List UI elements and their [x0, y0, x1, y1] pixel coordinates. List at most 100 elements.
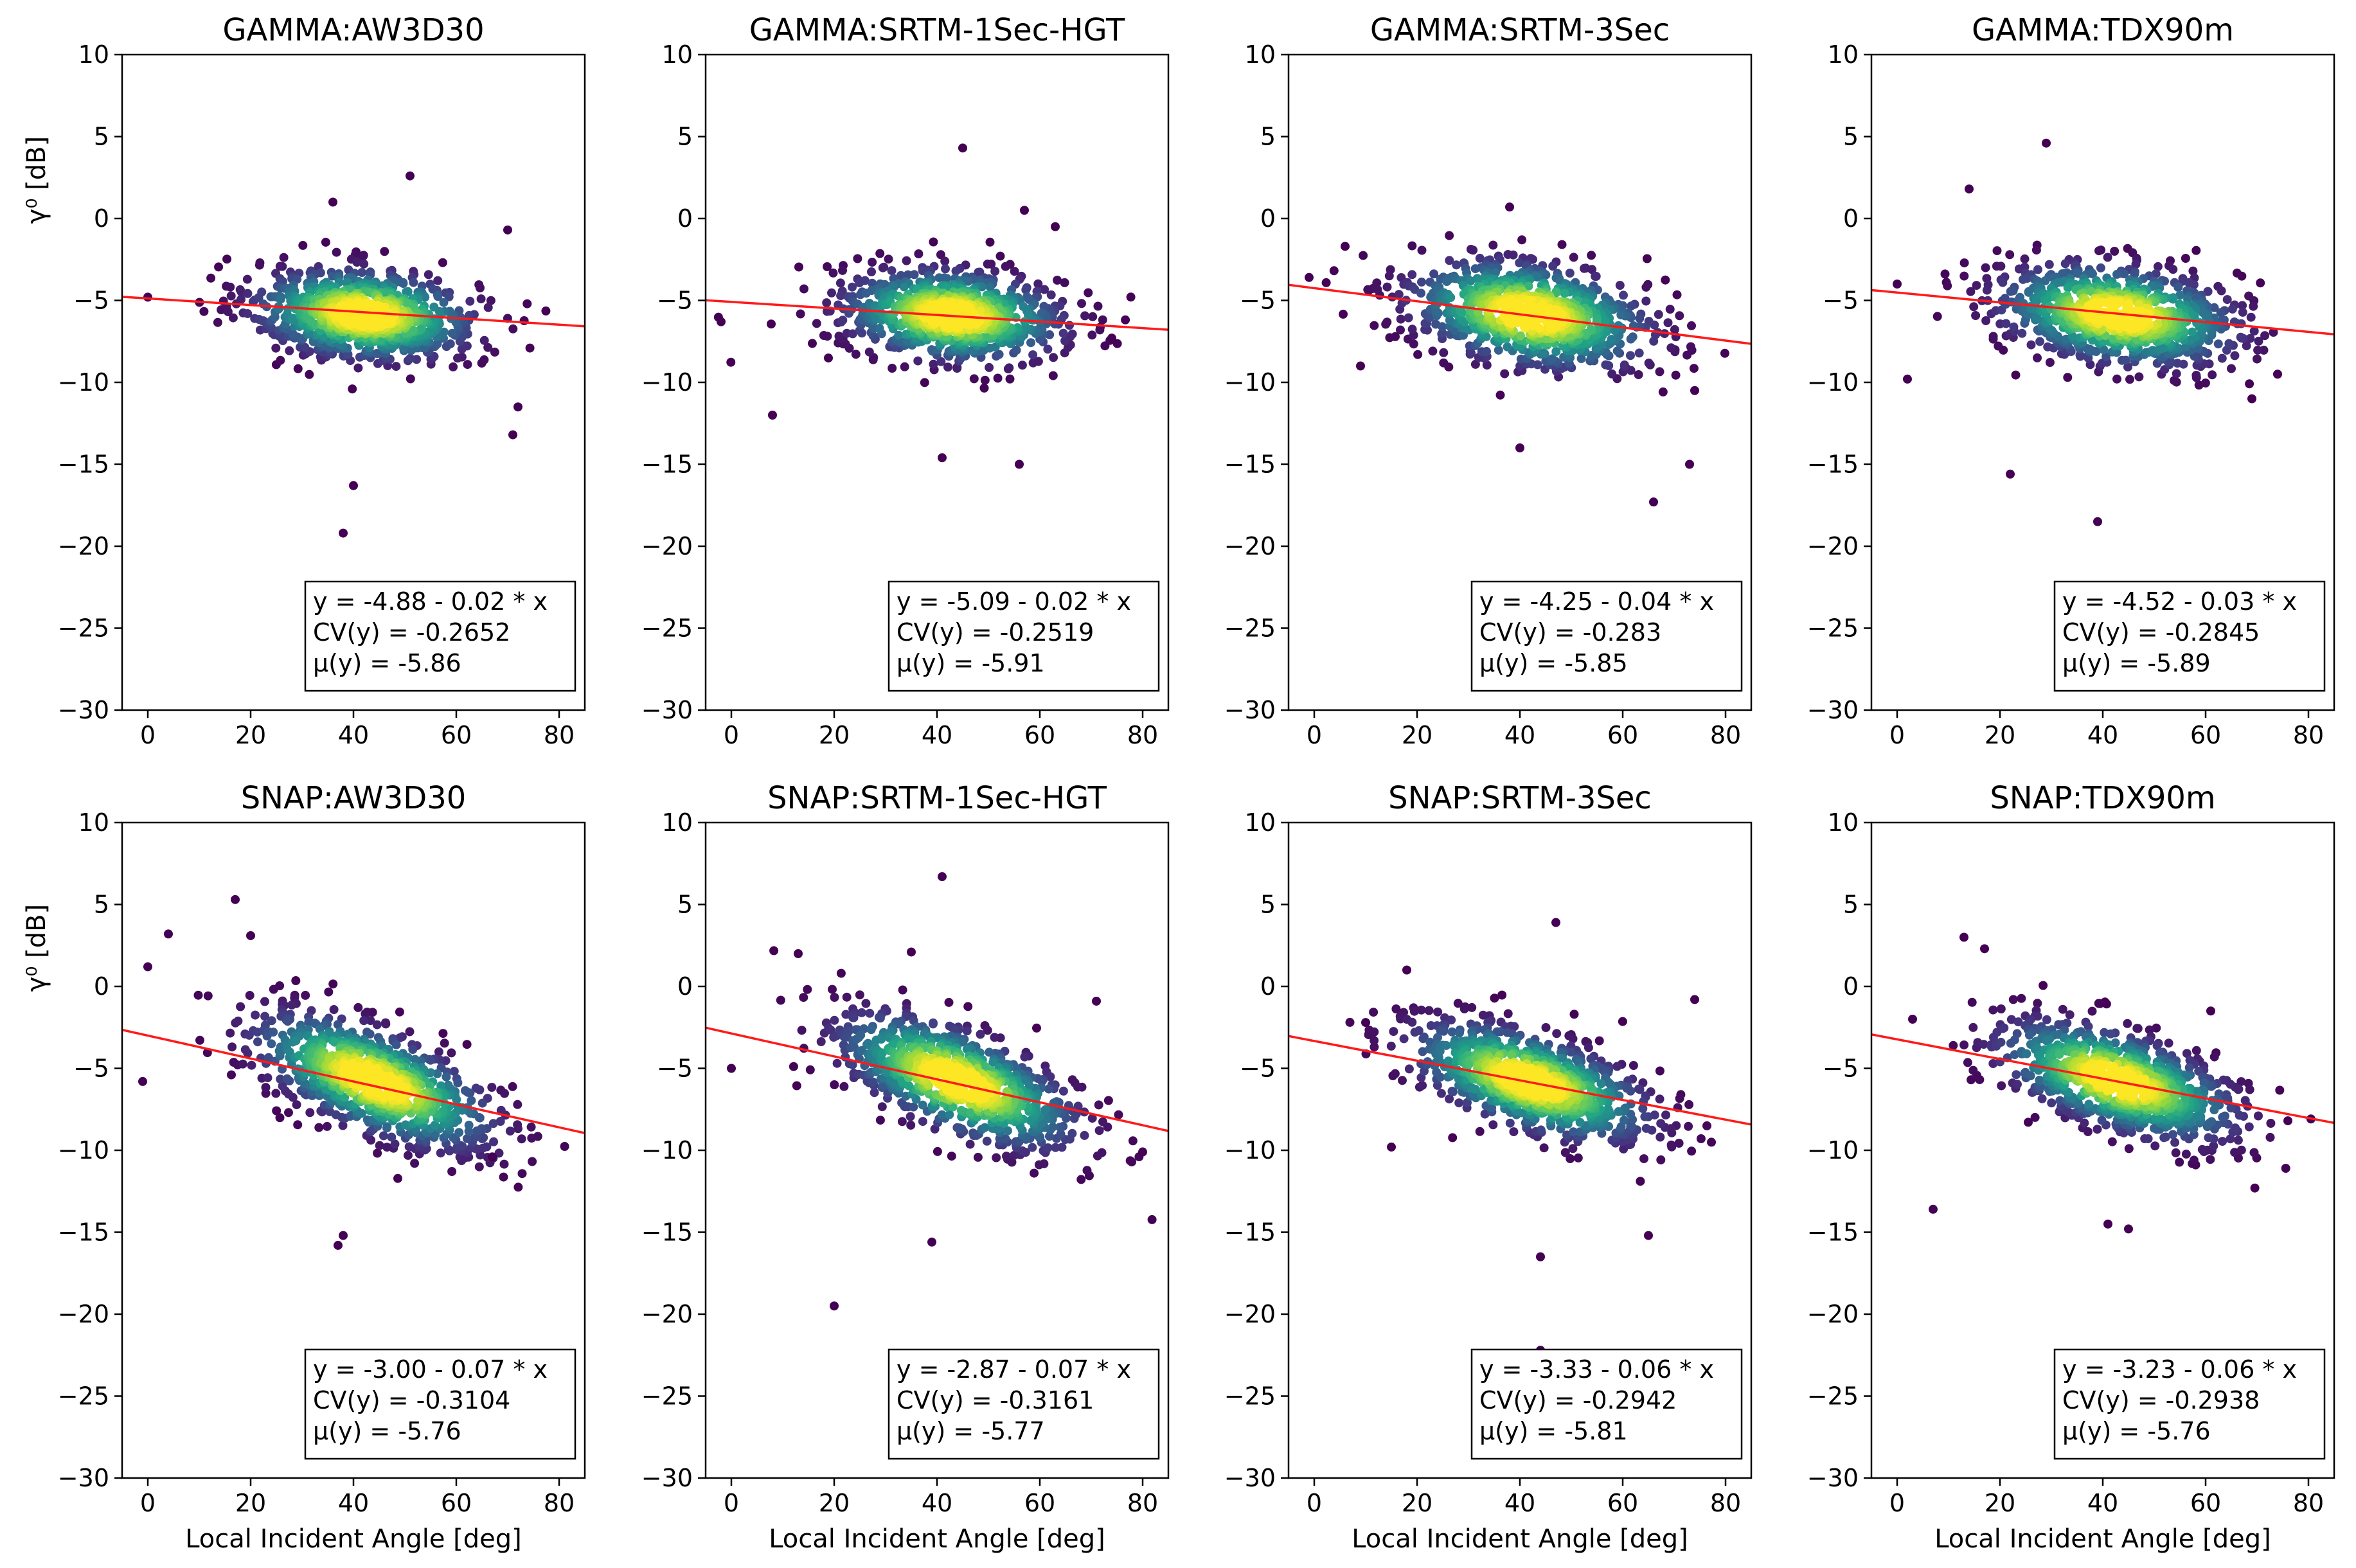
outlier-point	[508, 430, 517, 440]
scatter-point	[278, 262, 287, 271]
scatter-point	[878, 263, 888, 272]
scatter-point	[985, 282, 995, 292]
y-tick-label: −20	[1807, 532, 1859, 560]
scatter-point	[1046, 290, 1056, 299]
scatter-point	[499, 1172, 508, 1182]
scatter-point	[404, 1142, 414, 1152]
scatter-point	[247, 1060, 256, 1070]
scatter-point	[401, 1120, 410, 1130]
scatter-point	[1001, 262, 1010, 271]
scatter-point	[276, 1074, 285, 1084]
scatter-point	[1048, 1122, 1058, 1132]
scatter-point	[2153, 262, 2163, 271]
scatter-points	[727, 872, 1157, 1311]
scatter-point	[391, 1040, 401, 1049]
scatter-point	[305, 370, 314, 379]
y-tick-label: 5	[94, 891, 109, 919]
scatter-point	[2131, 260, 2141, 269]
scatter-point	[933, 1146, 942, 1156]
scatter-point	[1981, 263, 1990, 272]
y-tick-label: 0	[1843, 204, 1859, 233]
y-tick-label: −30	[58, 696, 109, 724]
scatter-point	[799, 284, 808, 294]
scatter-point	[2168, 294, 2178, 304]
scatter-point	[1445, 256, 1454, 265]
scatter-point	[1051, 1143, 1060, 1152]
scatter-point	[1576, 354, 1586, 363]
scatter-point	[897, 1098, 907, 1107]
scatter-point	[2203, 287, 2213, 296]
scatter-point	[900, 362, 909, 371]
scatter-point	[857, 1008, 866, 1017]
scatter-point	[496, 1085, 506, 1095]
plot-title: SNAP:SRTM-1Sec-HGT	[767, 780, 1107, 816]
regression-line	[122, 1028, 585, 1134]
scatter-point	[2200, 379, 2210, 388]
scatter-point	[449, 1067, 459, 1076]
scatter-point	[1580, 263, 1589, 273]
scatter-point	[2238, 307, 2247, 317]
scatter-point	[796, 309, 805, 319]
scatter-point	[1468, 245, 1478, 255]
scatter-point	[914, 249, 924, 258]
scatter-point	[1087, 1114, 1097, 1123]
scatter-point	[1417, 277, 1426, 287]
scatter-point	[903, 270, 913, 280]
outlier-point	[503, 225, 512, 235]
scatter-point	[906, 1112, 915, 1121]
scatter-point	[2148, 346, 2157, 355]
y-tick-label: 0	[1260, 204, 1276, 233]
scatter-point	[1672, 290, 1682, 299]
scatter-point	[827, 288, 836, 298]
outlier-point	[1690, 386, 1699, 395]
plot-title: GAMMA:SRTM-1Sec-HGT	[749, 12, 1125, 48]
y-tick-label: −10	[1807, 368, 1859, 396]
scatter-point	[261, 1083, 271, 1092]
scatter-point	[461, 1086, 470, 1096]
scatter-point	[1033, 357, 1043, 366]
scatter-point	[1565, 269, 1575, 278]
scatter-point	[372, 1020, 382, 1029]
scatter-point	[2008, 286, 2018, 296]
scatter-point	[955, 1123, 965, 1133]
scatter-point	[2005, 250, 2015, 260]
scatter-point	[1094, 1100, 1103, 1110]
scatter-point	[2099, 345, 2109, 355]
scatter-point	[1044, 1084, 1053, 1094]
scatter-point	[267, 1016, 276, 1026]
scatter-point	[243, 289, 253, 298]
plot-title: GAMMA:AW3D30	[222, 12, 484, 48]
scatter-point	[875, 1116, 885, 1125]
scatter-point	[486, 296, 495, 305]
x-tick-label: 80	[544, 721, 575, 749]
scatter-point	[276, 294, 285, 304]
scatter-point	[195, 1035, 204, 1045]
scatter-point	[1407, 325, 1417, 334]
x-tick-label: 60	[2190, 721, 2221, 749]
plot-title: GAMMA:SRTM-3Sec	[1370, 12, 1670, 48]
scatter-point	[1060, 278, 1069, 287]
y-tick-label: −30	[641, 696, 693, 724]
scatter-point	[2173, 359, 2182, 368]
scatter-point	[1992, 246, 2002, 256]
scatter-point	[1080, 1130, 1089, 1140]
scatter-point	[1504, 303, 1514, 312]
scatter-point	[292, 1100, 301, 1110]
y-tick-label: 0	[94, 204, 109, 233]
scatter-point	[463, 360, 472, 370]
scatter-point	[2022, 274, 2032, 283]
scatter-point	[898, 985, 907, 995]
scatter-point	[436, 1081, 446, 1091]
scatter-points	[713, 143, 1136, 469]
scatter-point	[254, 260, 264, 270]
scatter-point	[402, 287, 411, 297]
scatter-point	[1452, 260, 1461, 270]
scatter-point	[465, 296, 475, 306]
y-tick-label: −5	[657, 287, 693, 315]
scatter-point	[1012, 345, 1021, 355]
y-tick-label: −10	[641, 368, 693, 396]
scatter-point	[1466, 276, 1476, 286]
scatter-point	[853, 254, 862, 263]
x-tick-label: 40	[338, 1489, 369, 1517]
